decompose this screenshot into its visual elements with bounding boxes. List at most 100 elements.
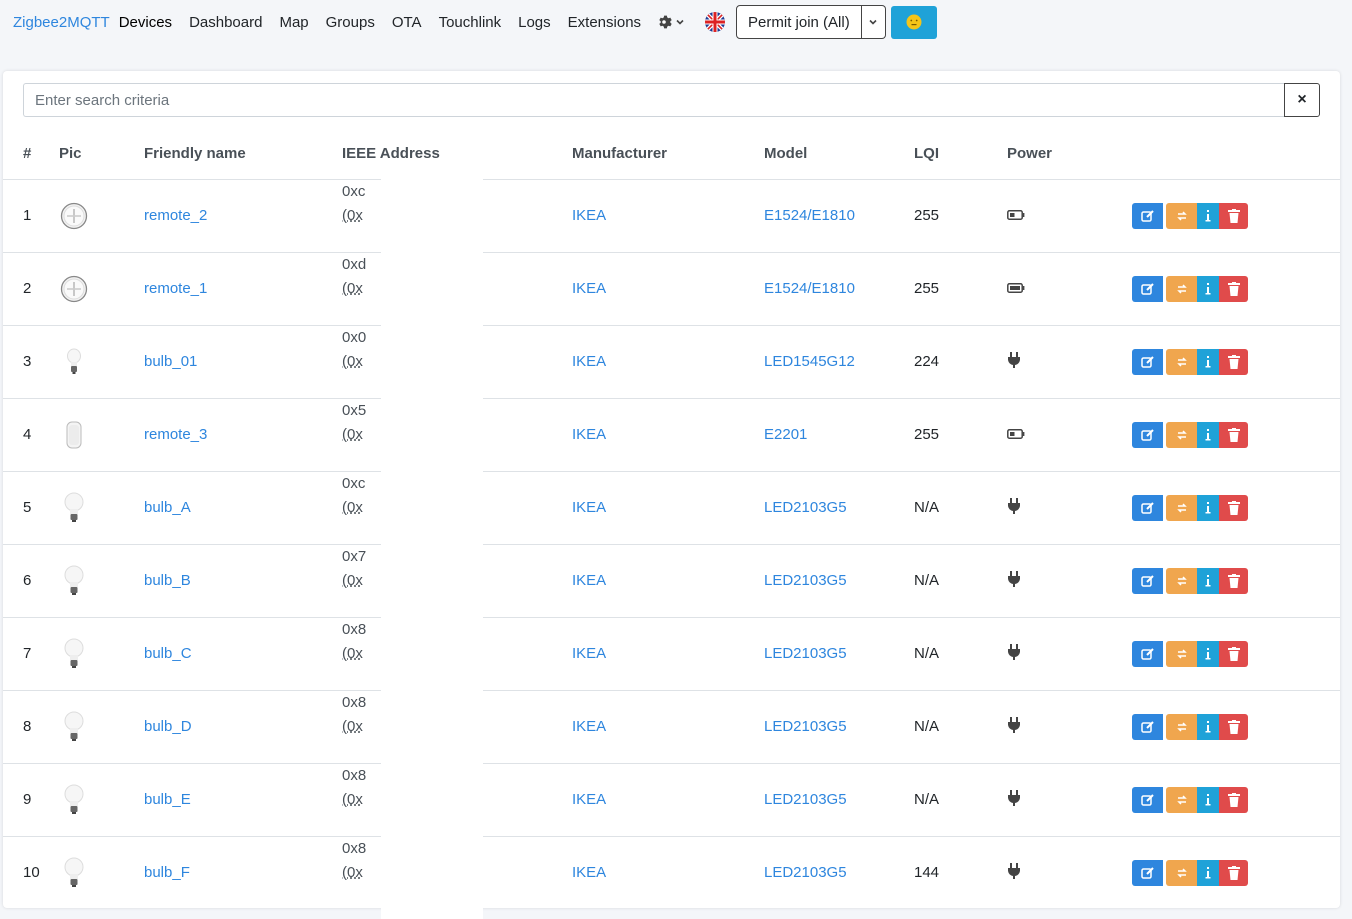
header-number[interactable]: # xyxy=(3,129,59,180)
interview-button[interactable] xyxy=(1166,421,1197,448)
friendly-name-link[interactable]: bulb_B xyxy=(144,572,191,589)
friendly-name-link[interactable]: bulb_E xyxy=(144,791,191,808)
rename-button[interactable] xyxy=(1132,275,1163,302)
friendly-name-link[interactable]: bulb_F xyxy=(144,864,190,882)
model-link[interactable]: LED2103G5 xyxy=(764,499,847,516)
interview-button[interactable] xyxy=(1166,786,1197,813)
ieee-address-hex: 0x8 xyxy=(342,693,367,711)
manufacturer-link[interactable]: IKEA xyxy=(572,353,607,370)
remove-button[interactable] xyxy=(1219,567,1248,594)
model-link[interactable]: LED2103G5 xyxy=(764,572,847,589)
model-link[interactable]: E2201 xyxy=(764,426,808,443)
remove-button[interactable] xyxy=(1219,421,1248,448)
interview-button[interactable] xyxy=(1166,567,1197,594)
header-friendly-name[interactable]: Friendly name xyxy=(144,129,342,180)
nav-logs[interactable]: Logs xyxy=(518,13,551,31)
rename-button[interactable] xyxy=(1132,859,1163,886)
header-model[interactable]: Model xyxy=(764,129,914,180)
rename-button[interactable] xyxy=(1132,786,1163,813)
manufacturer-link[interactable]: IKEA xyxy=(572,207,607,224)
interview-button[interactable] xyxy=(1166,640,1197,667)
interview-button[interactable] xyxy=(1166,494,1197,521)
remove-button[interactable] xyxy=(1219,275,1248,302)
manufacturer-link[interactable]: IKEA xyxy=(572,426,607,443)
header-power[interactable]: Power xyxy=(1007,129,1132,180)
ieee-address-hex: 0x5 xyxy=(342,401,367,419)
model-link[interactable]: LED2103G5 xyxy=(764,645,847,662)
interview-button[interactable] xyxy=(1166,348,1197,375)
header-lqi[interactable]: LQI xyxy=(914,129,1007,180)
info-button[interactable] xyxy=(1197,640,1219,667)
permit-join-dropdown[interactable] xyxy=(861,5,886,39)
info-button[interactable] xyxy=(1197,713,1219,740)
manufacturer-link[interactable]: IKEA xyxy=(572,499,607,516)
friendly-name-link[interactable]: bulb_01 xyxy=(144,353,198,370)
info-button[interactable] xyxy=(1197,202,1219,229)
friendly-name-link[interactable]: remote_1 xyxy=(144,280,208,297)
language-button[interactable] xyxy=(705,12,726,32)
interview-button[interactable] xyxy=(1166,713,1197,740)
edit-icon xyxy=(1140,720,1155,734)
remove-button[interactable] xyxy=(1219,640,1248,667)
ieee-address-hex: 0x7 xyxy=(342,547,367,565)
row-actions xyxy=(1132,348,1340,375)
remove-button[interactable] xyxy=(1219,348,1248,375)
info-button[interactable] xyxy=(1197,859,1219,886)
row-actions xyxy=(1132,421,1340,448)
permit-join-button[interactable]: Permit join (All) xyxy=(736,5,862,39)
info-button[interactable] xyxy=(1197,275,1219,302)
nav-ota[interactable]: OTA xyxy=(391,13,422,31)
interview-button[interactable] xyxy=(1166,275,1197,302)
manufacturer-link[interactable]: IKEA xyxy=(572,718,607,735)
friendly-name-link[interactable]: remote_3 xyxy=(144,426,208,443)
manufacturer-link[interactable]: IKEA xyxy=(572,791,607,808)
model-link[interactable]: E1524/E1810 xyxy=(764,280,855,297)
rename-button[interactable] xyxy=(1132,640,1163,667)
rename-button[interactable] xyxy=(1132,421,1163,448)
settings-dropdown[interactable] xyxy=(657,14,685,30)
friendly-name-link[interactable]: bulb_A xyxy=(144,499,191,516)
info-button[interactable] xyxy=(1197,348,1219,375)
nav-touchlink[interactable]: Touchlink xyxy=(438,13,502,31)
interview-button[interactable] xyxy=(1166,859,1197,886)
nav-map[interactable]: Map xyxy=(279,13,309,31)
header-manufacturer[interactable]: Manufacturer xyxy=(572,129,764,180)
remove-button[interactable] xyxy=(1219,713,1248,740)
search-input[interactable] xyxy=(23,83,1284,117)
remove-button[interactable] xyxy=(1219,202,1248,229)
nav-dashboard[interactable]: Dashboard xyxy=(189,13,263,31)
nav-groups[interactable]: Groups xyxy=(325,13,375,31)
remove-button[interactable] xyxy=(1219,786,1248,813)
header-ieee-address[interactable]: IEEE Address xyxy=(342,129,572,180)
friendly-name-link[interactable]: remote_2 xyxy=(144,207,208,224)
manufacturer-link[interactable]: IKEA xyxy=(572,864,607,882)
rename-button[interactable] xyxy=(1132,348,1163,375)
model-link[interactable]: LED1545G12 xyxy=(764,353,855,370)
nav-extensions[interactable]: Extensions xyxy=(567,13,642,31)
manufacturer-link[interactable]: IKEA xyxy=(572,645,607,662)
info-button[interactable] xyxy=(1197,421,1219,448)
info-button[interactable] xyxy=(1197,786,1219,813)
clear-search-button[interactable]: × xyxy=(1284,83,1320,117)
info-button[interactable] xyxy=(1197,567,1219,594)
remove-button[interactable] xyxy=(1219,494,1248,521)
model-link[interactable]: LED2103G5 xyxy=(764,718,847,735)
info-button[interactable] xyxy=(1197,494,1219,521)
nav-devices[interactable]: Devices xyxy=(118,13,173,31)
friendly-name-link[interactable]: bulb_C xyxy=(144,645,192,662)
rename-button[interactable] xyxy=(1132,202,1163,229)
remove-button[interactable] xyxy=(1219,859,1248,886)
rename-button[interactable] xyxy=(1132,567,1163,594)
model-link[interactable]: LED2103G5 xyxy=(764,864,847,882)
interview-button[interactable] xyxy=(1166,202,1197,229)
rename-button[interactable] xyxy=(1132,494,1163,521)
brand-link[interactable]: Zigbee2MQTT xyxy=(13,13,110,31)
manufacturer-link[interactable]: IKEA xyxy=(572,280,607,297)
friendly-name-link[interactable]: bulb_D xyxy=(144,718,192,735)
rename-button[interactable] xyxy=(1132,713,1163,740)
model-link[interactable]: LED2103G5 xyxy=(764,791,847,808)
device-image xyxy=(59,274,89,304)
manufacturer-link[interactable]: IKEA xyxy=(572,572,607,589)
theme-toggle-button[interactable] xyxy=(890,5,937,39)
model-link[interactable]: E1524/E1810 xyxy=(764,207,855,224)
